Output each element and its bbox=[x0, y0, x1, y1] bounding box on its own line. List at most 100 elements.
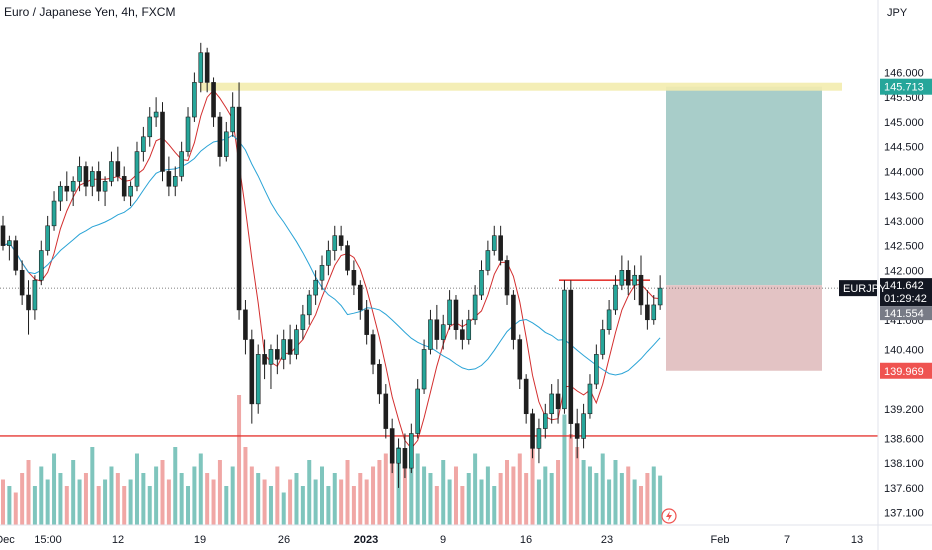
volume-bar bbox=[492, 486, 497, 525]
candle-body bbox=[517, 339, 523, 380]
candle-body bbox=[536, 428, 542, 449]
candle-body bbox=[38, 250, 44, 281]
candle-body bbox=[587, 383, 593, 415]
candle-body bbox=[313, 279, 318, 296]
symbol-tag-bg bbox=[839, 280, 877, 297]
y-tick-label: 139.200 bbox=[884, 404, 924, 416]
x-tick-label: 9 bbox=[440, 534, 446, 546]
volume-bar bbox=[645, 473, 650, 525]
candle-body bbox=[255, 354, 261, 405]
volume-bar bbox=[300, 486, 305, 525]
candle-body bbox=[428, 319, 433, 350]
candle-body bbox=[230, 106, 235, 133]
target-price-tag: 145.713 bbox=[884, 82, 924, 94]
candle-body bbox=[460, 329, 465, 340]
candle-body bbox=[479, 270, 484, 296]
candle-body bbox=[224, 131, 229, 157]
candle-body bbox=[383, 393, 389, 429]
y-tick-label: 143.000 bbox=[884, 216, 924, 228]
volume-bar bbox=[524, 473, 529, 525]
volume-bar bbox=[320, 466, 324, 525]
x-tick-label: 7 bbox=[784, 534, 790, 546]
volume-bar bbox=[587, 466, 592, 525]
volume-bar bbox=[103, 479, 108, 525]
volume-bar bbox=[268, 486, 273, 525]
candle-body bbox=[185, 116, 191, 152]
volume-bar bbox=[275, 466, 280, 525]
y-tick-label: 142.000 bbox=[884, 265, 924, 277]
volume-bar bbox=[453, 466, 458, 525]
candle-body bbox=[466, 319, 472, 340]
x-tick-label: 12 bbox=[112, 534, 124, 546]
volume-bar bbox=[217, 460, 222, 525]
candle-body bbox=[26, 294, 31, 311]
candle-body bbox=[402, 448, 408, 469]
volume-bar bbox=[409, 440, 414, 525]
volume-bar bbox=[307, 460, 312, 525]
candle-body bbox=[287, 339, 293, 355]
y-tick-label: 138.600 bbox=[884, 433, 924, 445]
candle-body bbox=[530, 413, 535, 449]
candle-body bbox=[153, 111, 159, 118]
candle-body bbox=[498, 235, 503, 261]
x-tick-label: 13 bbox=[851, 534, 863, 546]
volume-bar bbox=[371, 466, 376, 525]
candle-body bbox=[415, 388, 421, 434]
lightning-icon-bolt bbox=[666, 511, 672, 521]
volume-bar bbox=[32, 486, 37, 525]
volume-bar bbox=[90, 447, 95, 525]
volume-bar bbox=[166, 479, 171, 525]
candle-body bbox=[370, 334, 376, 365]
volume-bar bbox=[377, 460, 382, 525]
candle-body bbox=[651, 304, 657, 321]
candle-body bbox=[319, 265, 325, 281]
chart-title: Euro / Japanese Yen, 4h, FXCM bbox=[4, 5, 175, 19]
volume-bar bbox=[13, 492, 18, 525]
volume-bar bbox=[575, 447, 580, 525]
candle-body bbox=[574, 423, 580, 439]
candle-body bbox=[90, 171, 95, 187]
volume-bar bbox=[173, 447, 178, 525]
volume-bar bbox=[122, 486, 127, 525]
candle-body bbox=[275, 349, 280, 360]
volume-bar bbox=[288, 479, 293, 525]
volume-bar bbox=[83, 473, 88, 525]
volume-bar bbox=[1, 479, 5, 525]
candle-body bbox=[632, 274, 637, 286]
candle-body bbox=[192, 82, 197, 118]
volume-bar bbox=[339, 479, 344, 525]
volume-bar bbox=[651, 466, 656, 525]
volume-bar bbox=[39, 466, 44, 525]
volume-bar bbox=[262, 479, 267, 525]
x-tick-label: 16 bbox=[520, 534, 532, 546]
volume-bar bbox=[52, 453, 57, 525]
slow-ma-line bbox=[2, 134, 661, 376]
volume-bar bbox=[434, 486, 439, 525]
y-tick-label: 137.100 bbox=[884, 508, 924, 520]
volume-bar bbox=[332, 473, 337, 525]
volume-bar bbox=[58, 473, 63, 525]
x-tick-label: Feb bbox=[711, 534, 730, 546]
currency-label: JPY bbox=[887, 7, 908, 19]
x-tick-label: 2023 bbox=[354, 534, 378, 546]
volume-bar bbox=[205, 473, 210, 525]
y-tick-label: 137.600 bbox=[884, 483, 924, 495]
volume-bar bbox=[639, 486, 643, 525]
candle-body bbox=[377, 363, 382, 395]
candle-body bbox=[549, 393, 554, 415]
take-profit-zone bbox=[666, 86, 822, 286]
candle-body bbox=[625, 270, 631, 286]
y-tick-label: 142.500 bbox=[884, 241, 924, 253]
volume-bar bbox=[556, 460, 561, 525]
candle-body bbox=[204, 52, 210, 83]
candle-body bbox=[523, 378, 529, 415]
candle-body bbox=[243, 309, 248, 340]
volume-bar bbox=[581, 460, 586, 525]
candle-body bbox=[141, 136, 146, 152]
candle-body bbox=[396, 448, 401, 464]
stop-price-tag: 139.969 bbox=[884, 366, 924, 378]
candle-body bbox=[45, 225, 50, 251]
candle-body bbox=[606, 309, 612, 330]
volume-bar bbox=[147, 486, 152, 525]
